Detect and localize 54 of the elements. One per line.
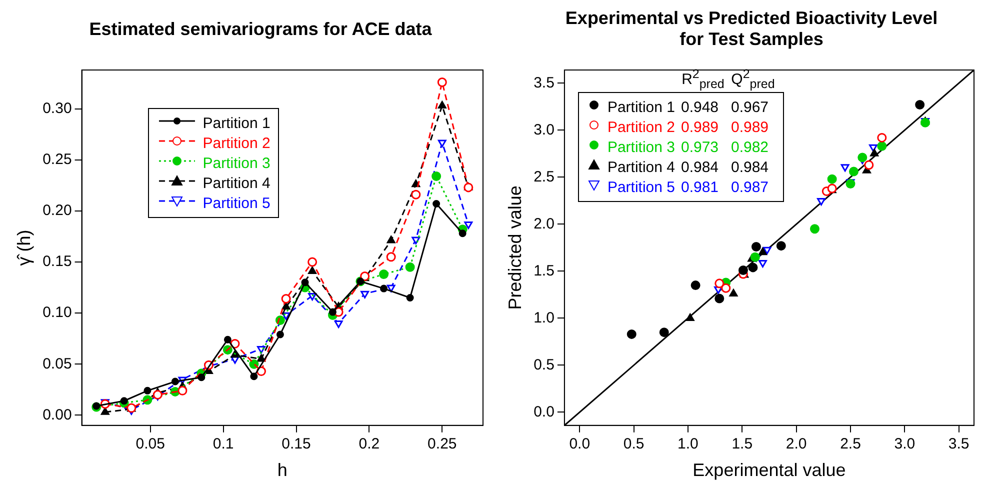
- annotation: 0.982: [730, 138, 770, 157]
- annotation: 0.984: [730, 158, 770, 177]
- y-tick-label: 1.0: [534, 309, 554, 326]
- legend-label: Partition 1: [606, 98, 676, 117]
- legend-label: Partition 5: [202, 194, 272, 213]
- legend-label: Partition 3: [606, 138, 676, 157]
- y-tick-label: 0.20: [42, 202, 72, 220]
- y-tick-label: 0.15: [42, 253, 72, 270]
- y-axis-title: γ̂ (h): [14, 230, 34, 266]
- legend-label: Partition 3: [202, 154, 272, 173]
- y-tick-label: 0.25: [42, 151, 72, 168]
- annotation: 0.989: [730, 118, 770, 137]
- x-tick-label: 0.2: [358, 436, 380, 453]
- x-tick-label: 3.5: [948, 436, 970, 453]
- y-tick-label: 0.5: [534, 356, 554, 374]
- annotation: 0.987: [730, 178, 770, 197]
- y-tick-label: 0.0: [534, 403, 554, 420]
- y-tick-label: 3.5: [534, 74, 554, 92]
- x-axis-title: h: [277, 460, 288, 480]
- chart-title: Experimental vs Predicted Bioactivity Level for Test Samples: [564, 8, 939, 50]
- legend-label: Partition 2: [202, 134, 272, 153]
- annotation: 0.973: [680, 138, 720, 157]
- x-tick-label: 0.05: [136, 436, 165, 453]
- x-tick-label: 0.0: [569, 436, 590, 453]
- x-axis-title: Experimental value: [692, 460, 846, 480]
- x-tick-label: 0.25: [428, 436, 457, 453]
- annotation: 0.948: [680, 98, 720, 117]
- y-tick-label: 0.10: [42, 304, 72, 322]
- x-tick-label: 0.5: [623, 436, 644, 453]
- x-tick-label: 2.0: [786, 436, 807, 453]
- legend-label: Partition 5: [606, 178, 676, 197]
- y-tick-label: 0.05: [42, 355, 72, 372]
- x-tick-label: 2.5: [840, 436, 861, 453]
- y-tick-label: 2.5: [534, 168, 554, 186]
- y-tick-label: 2.0: [534, 215, 554, 232]
- y-tick-label: 1.5: [534, 262, 554, 280]
- y-tick-label: 0.30: [42, 100, 72, 117]
- x-tick-label: 0.15: [282, 436, 311, 453]
- x-tick-label: 1.0: [678, 436, 698, 453]
- legend-label: Partition 4: [202, 174, 272, 193]
- y-tick-label: 3.0: [534, 121, 554, 138]
- annotation: 0.989: [680, 118, 720, 137]
- annotation: 0.981: [680, 178, 720, 197]
- legend-label: Partition 4: [606, 158, 676, 177]
- x-tick-label: 1.5: [732, 436, 753, 453]
- annotation: 0.967: [730, 98, 770, 117]
- legend-label: Partition 1: [202, 114, 272, 133]
- chart-title: Estimated semivariograms for ACE data: [89, 18, 432, 40]
- legend-label: Partition 2: [606, 118, 676, 137]
- x-tick-label: 3.0: [894, 436, 916, 453]
- x-tick-label: 0.1: [212, 436, 234, 453]
- annotation: 0.984: [680, 158, 720, 177]
- y-tick-label: 0.00: [42, 406, 72, 424]
- y-axis-title: Predicted value: [504, 186, 525, 310]
